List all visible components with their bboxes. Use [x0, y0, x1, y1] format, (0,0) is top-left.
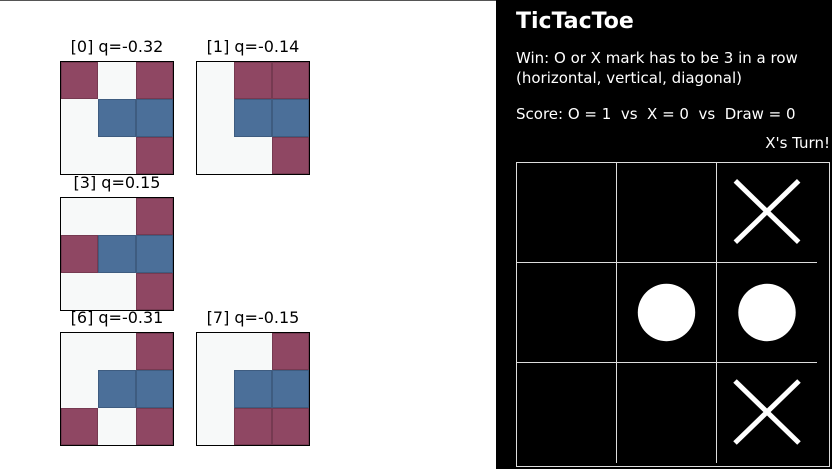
mini-cell-x: [135, 62, 173, 100]
turn-indicator: X's Turn!: [765, 134, 830, 152]
x-mark-icon: [733, 379, 801, 445]
mini-cell-empty: [98, 407, 136, 445]
mini-cell-empty: [98, 198, 136, 236]
mini-cell-empty: [61, 136, 99, 174]
mini-cell-empty: [98, 136, 136, 174]
mini-cell-o: [135, 235, 173, 273]
mini-cell-empty: [197, 62, 235, 100]
mini-cell-o: [135, 99, 173, 137]
mini-cell-x: [271, 136, 309, 174]
mini-cell-x: [135, 333, 173, 371]
mini-cell-x: [135, 272, 173, 310]
mini-cell-empty: [98, 62, 136, 100]
mini-cell-x: [271, 333, 309, 371]
mini-cell-o: [135, 370, 173, 408]
game-title: TicTacToe: [516, 9, 634, 34]
board-cell-2[interactable]: [717, 163, 817, 263]
mini-cell-x: [234, 62, 272, 100]
mini-cell-o: [98, 99, 136, 137]
mini-cell-o: [271, 99, 309, 137]
q-board-label: [3] q=0.15: [73, 173, 161, 192]
mini-cell-x: [271, 62, 309, 100]
win-rule: Win: O or X mark has to be 3 in a row (h…: [516, 48, 826, 88]
board-cell-0[interactable]: [517, 163, 617, 263]
mini-cell-empty: [98, 333, 136, 371]
mini-cell-x: [271, 407, 309, 445]
game-panel: TicTacToe Win: O or X mark has to be 3 i…: [496, 0, 832, 469]
mini-cell-o: [271, 370, 309, 408]
mini-cell-o: [98, 235, 136, 273]
mini-cell-x: [135, 136, 173, 174]
mini-cell-empty: [98, 272, 136, 310]
mini-cell-o: [98, 370, 136, 408]
q-board-label: [7] q=-0.15: [206, 308, 300, 327]
mini-cell-empty: [197, 99, 235, 137]
board-cell-1[interactable]: [617, 163, 717, 263]
mini-cell-x: [61, 62, 99, 100]
mini-board-grid: [60, 332, 174, 446]
board-cell-8[interactable]: [717, 363, 817, 463]
mini-cell-empty: [61, 370, 99, 408]
board-cell-6[interactable]: [517, 363, 617, 463]
board-cell-7[interactable]: [617, 363, 717, 463]
mini-board-grid: [196, 61, 310, 175]
mini-cell-x: [234, 407, 272, 445]
mini-cell-empty: [61, 198, 99, 236]
score-text: Score: O = 1 vs X = 0 vs Draw = 0: [516, 105, 796, 123]
q-value-panel: [0] q=-0.32 [1] q=-0.14 [3] q=0.15 [6] q…: [60, 37, 310, 446]
mini-cell-o: [234, 370, 272, 408]
mini-cell-empty: [61, 272, 99, 310]
mini-cell-empty: [197, 370, 235, 408]
mini-cell-empty: [234, 136, 272, 174]
mini-cell-o: [234, 99, 272, 137]
game-board: [516, 162, 830, 467]
win-rule-line-1: Win: O or X mark has to be 3 in a row: [516, 49, 798, 67]
q-board-label: [0] q=-0.32: [70, 37, 164, 56]
mini-cell-x: [61, 235, 99, 273]
mini-cell-empty: [197, 333, 235, 371]
o-mark-icon: [637, 283, 696, 342]
board-cell-4[interactable]: [617, 263, 717, 363]
board-cell-3[interactable]: [517, 263, 617, 363]
q-board-label: [1] q=-0.14: [206, 37, 300, 56]
mini-cell-empty: [61, 99, 99, 137]
mini-cell-x: [61, 407, 99, 445]
mini-cell-empty: [197, 407, 235, 445]
win-rule-line-2: (horizontal, vertical, diagonal): [516, 69, 742, 87]
board-cell-5[interactable]: [717, 263, 817, 363]
mini-board-grid: [60, 197, 174, 311]
mini-cell-x: [135, 198, 173, 236]
mini-cell-empty: [197, 136, 235, 174]
mini-cell-empty: [61, 333, 99, 371]
mini-cell-empty: [234, 333, 272, 371]
q-board-label: [6] q=-0.31: [70, 308, 164, 327]
x-mark-icon: [733, 179, 801, 244]
mini-cell-x: [135, 407, 173, 445]
o-mark-icon: [738, 283, 796, 342]
mini-board-grid: [60, 61, 174, 175]
top-divider: [0, 0, 496, 1]
mini-board-grid: [196, 332, 310, 446]
